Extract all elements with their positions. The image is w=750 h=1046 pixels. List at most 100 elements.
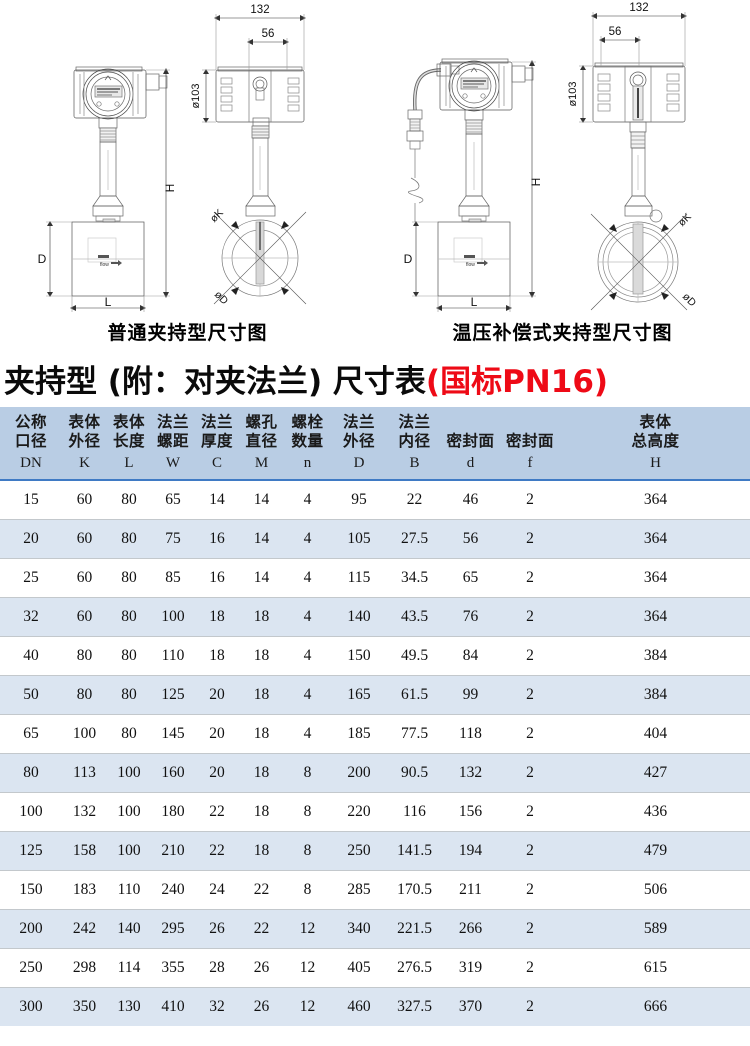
table-cell: 145 bbox=[151, 714, 195, 754]
flange-face-right bbox=[597, 221, 679, 303]
table-cell: 118 bbox=[442, 714, 499, 754]
col-header-h-sym: H bbox=[650, 455, 661, 471]
col-header-d-outer-cn1: 法兰 bbox=[342, 413, 375, 431]
col-header-h: 表体 总高度 H bbox=[561, 407, 750, 481]
table-row: 20 60 80 75 16 14 4 105 27.5 56 2 364 bbox=[0, 519, 750, 559]
table-cell: 18 bbox=[239, 792, 284, 832]
col-header-m-cn2: 直径 bbox=[245, 432, 278, 450]
table-cell: 8 bbox=[284, 831, 331, 871]
table-cell: 22 bbox=[239, 870, 284, 910]
table-title-accent: (国标PN16) bbox=[425, 364, 609, 400]
dim-label-L-left: L bbox=[105, 295, 112, 309]
table-cell: 2 bbox=[499, 675, 561, 715]
table-cell: 350 bbox=[62, 987, 107, 1026]
dim-label-56-left: 56 bbox=[262, 28, 275, 40]
table-cell: 85 bbox=[151, 558, 195, 598]
dim-H-left bbox=[144, 68, 170, 298]
table-cell: 132 bbox=[442, 753, 499, 793]
col-header-c-cn2: 厚度 bbox=[200, 432, 233, 450]
col-header-d-seal-cn2: 密封面 bbox=[446, 432, 495, 450]
table-cell: 40 bbox=[0, 636, 62, 676]
transmitter-housing-front-r bbox=[439, 58, 534, 112]
table-cell: 80 bbox=[107, 558, 151, 598]
col-header-n: 螺栓 数量 n bbox=[284, 407, 331, 481]
table-cell: 211 bbox=[442, 870, 499, 910]
col-header-f-seal-cn2: 密封面 bbox=[505, 432, 554, 450]
dim-label-oK-right: øK bbox=[676, 211, 694, 229]
col-header-k-cn1: 表体 bbox=[68, 413, 101, 431]
table-cell: 100 bbox=[0, 792, 62, 832]
table-cell: 80 bbox=[0, 753, 62, 793]
table-cell: 2 bbox=[499, 558, 561, 598]
col-header-k-sym: K bbox=[79, 455, 90, 471]
dim-56-left bbox=[247, 38, 289, 70]
col-header-l-sym: L bbox=[124, 455, 134, 471]
table-cell: 140 bbox=[331, 597, 387, 637]
table-cell: 80 bbox=[107, 519, 151, 559]
caption-clamp-standard: 普通夹持型尺寸图 bbox=[107, 322, 268, 344]
table-cell: 4 bbox=[284, 558, 331, 598]
table-cell: 2 bbox=[499, 519, 561, 559]
table-row: 32 60 80 100 18 18 4 140 43.5 76 2 364 bbox=[0, 597, 750, 637]
dim-132-left bbox=[214, 14, 306, 70]
col-header-dn-cn2: 口径 bbox=[14, 432, 47, 450]
table-cell: 18 bbox=[239, 831, 284, 871]
table-cell: 12 bbox=[284, 987, 331, 1026]
table-cell: 18 bbox=[239, 753, 284, 793]
table-cell: 183 bbox=[62, 870, 107, 910]
table-cell: 2 bbox=[499, 753, 561, 793]
table-cell: 2 bbox=[499, 597, 561, 637]
table-cell: 2 bbox=[499, 480, 561, 520]
stem-front-r bbox=[458, 109, 490, 223]
svg-text:flow: flow bbox=[466, 262, 475, 268]
table-header-row: 公称 口径 DN 表体 外径 K 表体 长度 L 法兰 螺距 W bbox=[0, 407, 750, 481]
table-cell: 18 bbox=[239, 714, 284, 754]
table-cell: 194 bbox=[442, 831, 499, 871]
table-cell: 427 bbox=[561, 753, 750, 793]
table-title-main: 夹持型 (附：对夹法兰) 尺寸表 bbox=[4, 364, 426, 400]
col-header-m: 螺孔 直径 M bbox=[239, 407, 284, 481]
col-header-d-outer-cn2: 外径 bbox=[342, 432, 375, 450]
table-cell: 22 bbox=[387, 480, 442, 520]
table-cell: 2 bbox=[499, 909, 561, 949]
table-cell: 460 bbox=[331, 987, 387, 1026]
table-cell: 99 bbox=[442, 675, 499, 715]
table-cell: 56 bbox=[442, 519, 499, 559]
table-cell: 76 bbox=[442, 597, 499, 637]
dim-o103-left bbox=[202, 69, 216, 123]
table-cell: 65 bbox=[0, 714, 62, 754]
dim-label-D-right: D bbox=[404, 252, 413, 266]
dim-o103-right bbox=[579, 65, 593, 123]
table-row: 65 100 80 145 20 18 4 185 77.5 118 2 404 bbox=[0, 714, 750, 754]
table-cell: 160 bbox=[151, 753, 195, 793]
table-cell: 95 bbox=[331, 480, 387, 520]
table-cell: 60 bbox=[62, 519, 107, 559]
col-header-c-cn1: 法兰 bbox=[200, 413, 233, 431]
table-cell: 105 bbox=[331, 519, 387, 559]
dim-L-left bbox=[70, 296, 146, 312]
table-cell: 200 bbox=[0, 909, 62, 949]
table-cell: 8 bbox=[284, 870, 331, 910]
table-cell: 589 bbox=[561, 909, 750, 949]
table-title: 夹持型 (附：对夹法兰) 尺寸表(国标PN16) bbox=[0, 360, 750, 407]
table-cell: 20 bbox=[195, 753, 239, 793]
table-cell: 22 bbox=[195, 831, 239, 871]
dim-label-H-left: H bbox=[163, 184, 177, 193]
table-cell: 4 bbox=[284, 597, 331, 637]
col-header-n-cn1: 螺栓 bbox=[291, 413, 324, 431]
table-cell: 20 bbox=[0, 519, 62, 559]
stem-side-r bbox=[624, 121, 663, 223]
table-cell: 370 bbox=[442, 987, 499, 1026]
table-cell: 80 bbox=[107, 636, 151, 676]
table-cell: 158 bbox=[62, 831, 107, 871]
col-header-w: 法兰 螺距 W bbox=[151, 407, 195, 481]
col-header-k-cn2: 外径 bbox=[68, 432, 101, 450]
col-header-h-cn2: 总高度 bbox=[631, 432, 680, 450]
table-cell: 2 bbox=[499, 792, 561, 832]
table-cell: 18 bbox=[239, 636, 284, 676]
table-cell: 12 bbox=[284, 909, 331, 949]
dim-H-right bbox=[510, 60, 536, 298]
table-cell: 90.5 bbox=[387, 753, 442, 793]
table-cell: 12 bbox=[284, 948, 331, 988]
table-cell: 61.5 bbox=[387, 675, 442, 715]
